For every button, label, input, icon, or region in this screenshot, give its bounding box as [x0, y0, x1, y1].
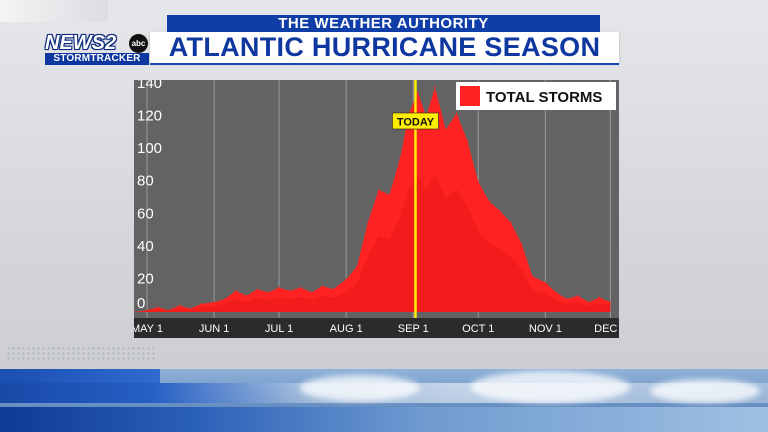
data-point — [377, 189, 380, 191]
data-point — [444, 128, 447, 131]
data-point — [299, 286, 302, 289]
storm-chart-svg: TODAY 0 20 40 60 80 100 120 140 MAY 1 JUN 1 JUL 1… — [134, 80, 619, 338]
decor-cloud — [470, 371, 630, 403]
data-point — [356, 265, 358, 268]
data-point — [200, 303, 202, 305]
x-tick-label: JUL 1 — [265, 323, 293, 335]
series-area-core — [134, 172, 611, 312]
data-point — [256, 288, 259, 290]
x-tick-label: JUN 1 — [199, 323, 230, 335]
data-point — [134, 311, 135, 313]
logo-wordmark: NEWS2 — [45, 32, 117, 54]
x-tick-label: MAY 1 — [134, 323, 163, 335]
background-dots — [6, 346, 156, 360]
data-point — [213, 301, 215, 304]
x-tick-label: NOV 1 — [529, 323, 562, 335]
data-point — [399, 156, 402, 159]
y-tick-label: 40 — [137, 238, 154, 255]
station-logo: NEWS2 abc STORMTRACKER — [45, 33, 149, 65]
y-tick-label: 120 — [137, 108, 162, 125]
data-point — [224, 298, 226, 300]
y-tick-label: 80 — [137, 173, 154, 190]
y-tick-label: 140 — [137, 80, 162, 92]
legend-box — [456, 82, 616, 110]
title-rule — [150, 63, 619, 65]
data-point — [566, 298, 568, 300]
data-point — [345, 278, 347, 281]
decor-lower-bar — [0, 407, 768, 432]
data-point — [310, 291, 313, 294]
legend-label: TOTAL STORMS — [486, 89, 602, 106]
data-point — [332, 288, 334, 290]
x-axis-ticks: MAY 1 JUN 1 JUL 1 AUG 1 SEP 1 OCT 1 NOV 1 DEC 1 — [134, 323, 619, 335]
data-point — [189, 307, 192, 310]
x-tick-label: AUG 1 — [330, 323, 363, 335]
data-point — [598, 296, 601, 299]
data-point — [587, 301, 590, 304]
y-axis-ticks: 0 20 40 60 80 100 120 140 — [137, 80, 162, 312]
data-point — [531, 275, 534, 277]
data-point — [367, 221, 369, 224]
data-point — [555, 291, 558, 294]
data-point — [466, 140, 469, 142]
graphic-title: ATLANTIC HURRICANE SEASON — [150, 32, 619, 63]
y-tick-label: 0 — [137, 295, 145, 312]
x-tick-label: OCT 1 — [462, 323, 494, 335]
today-label: TODAY — [397, 117, 435, 129]
background-panel — [0, 0, 108, 22]
data-point — [178, 304, 181, 307]
data-point — [499, 210, 501, 212]
data-point — [321, 285, 324, 287]
today-marker: TODAY — [392, 80, 439, 318]
data-point — [267, 291, 270, 294]
data-point — [157, 306, 159, 308]
data-point — [245, 294, 248, 297]
data-point — [520, 242, 523, 245]
x-tick-label: DEC 1 — [594, 323, 619, 335]
data-point — [509, 221, 512, 224]
data-point — [488, 200, 490, 203]
data-point — [289, 290, 291, 292]
legend: TOTAL STORMS — [456, 82, 616, 110]
decor-cloud — [650, 379, 760, 403]
data-point — [167, 309, 170, 312]
data-point — [477, 180, 480, 183]
data-point — [146, 309, 148, 312]
data-point — [234, 290, 237, 292]
today-label-box — [392, 112, 439, 130]
logo-network-badge: abc — [129, 34, 148, 53]
data-point — [577, 294, 579, 297]
data-point — [388, 193, 391, 196]
legend-swatch — [460, 86, 480, 106]
decor-left-block — [0, 369, 160, 383]
y-tick-label: 100 — [137, 140, 162, 157]
storm-chart: TODAY 0 20 40 60 80 100 120 140 MAY 1 JUN 1 JUL 1… — [134, 80, 619, 338]
y-tick-label: 20 — [137, 270, 154, 287]
bottom-decor-strip — [0, 369, 768, 432]
data-point — [434, 86, 436, 89]
logo-subtitle: STORMTRACKER — [45, 53, 149, 65]
data-point — [416, 91, 419, 93]
graphic-subtitle: THE WEATHER AUTHORITY — [167, 15, 600, 32]
decor-cloud — [300, 375, 420, 401]
data-point — [544, 281, 547, 284]
y-tick-label: 60 — [137, 205, 154, 222]
data-point — [609, 301, 612, 304]
x-tick-label: SEP 1 — [398, 323, 429, 335]
data-point — [278, 286, 280, 289]
data-point — [455, 112, 458, 115]
